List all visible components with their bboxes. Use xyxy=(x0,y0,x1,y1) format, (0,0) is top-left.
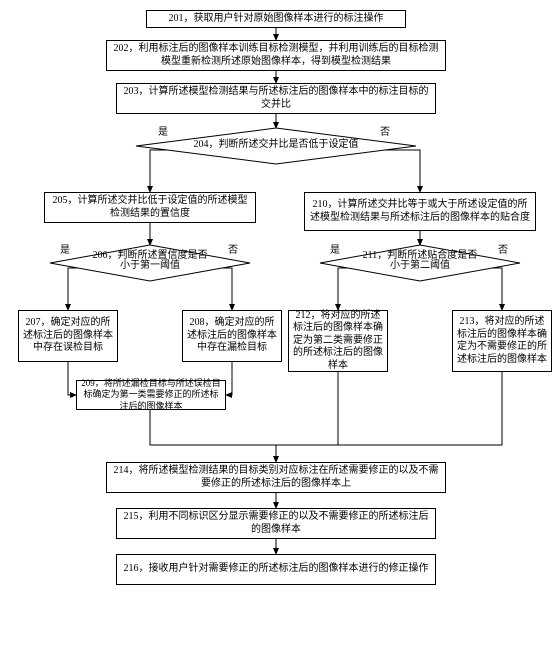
label-211-no: 否 xyxy=(498,246,508,256)
node-203: 203，计算所述模型检测结果与所述标注后的图像样本中的标注目标的交并比 xyxy=(116,83,436,114)
node-210: 210，计算所述交并比等于或大于所述设定值的所述模型检测结果与所述标注后的图像样… xyxy=(304,192,536,231)
node-209: 209，将所述漏检目标与所述误检目标确定为第一类需要修正的所述标注后的图像样本 xyxy=(76,380,226,410)
node-215: 215，利用不同标识区分显示需要修正的以及不需要修正的所述标注后的图像样本 xyxy=(116,508,436,539)
node-205: 205，计算所述交并比低于设定值的所述模型检测结果的置信度 xyxy=(44,192,256,223)
label-211-yes: 是 xyxy=(330,246,340,256)
node-216: 216，接收用户针对需要修正的所述标注后的图像样本进行的修正操作 xyxy=(116,554,436,585)
label-204-no: 否 xyxy=(380,128,390,138)
node-212: 212，将对应的所述标注后的图像样本确定为第二类需要修正的所述标注后的图像样本 xyxy=(288,310,388,372)
node-208: 208，确定对应的所述标注后的图像样本中存在漏检目标 xyxy=(182,310,282,362)
node-204: 204，判断所述交并比是否低于设定值 xyxy=(176,140,376,150)
label-206-yes: 是 xyxy=(60,246,70,256)
node-213: 213，将对应的所述标注后的图像样本确定为不需要修正的所述标注后的图像样本 xyxy=(452,310,552,372)
node-211: 211，判断所述贴合度是否小于第二阈值 xyxy=(360,251,480,271)
node-201: 201，获取用户针对原始图像样本进行的标注操作 xyxy=(146,10,406,28)
node-206: 206，判断所述置信度是否小于第一阈值 xyxy=(90,251,210,271)
node-207: 207，确定对应的所述标注后的图像样本中存在误检目标 xyxy=(18,310,118,362)
label-204-yes: 是 xyxy=(158,128,168,138)
node-214: 214，将所述模型检测结果的目标类别对应标注在所述需要修正的以及不需要修正的所述… xyxy=(106,462,446,493)
flowchart-canvas: 201，获取用户针对原始图像样本进行的标注操作 202，利用标注后的图像样本训练… xyxy=(0,0,553,645)
label-206-no: 否 xyxy=(228,246,238,256)
node-202: 202，利用标注后的图像样本训练目标检测模型，并利用训练后的目标检测模型重新检测… xyxy=(106,40,446,71)
